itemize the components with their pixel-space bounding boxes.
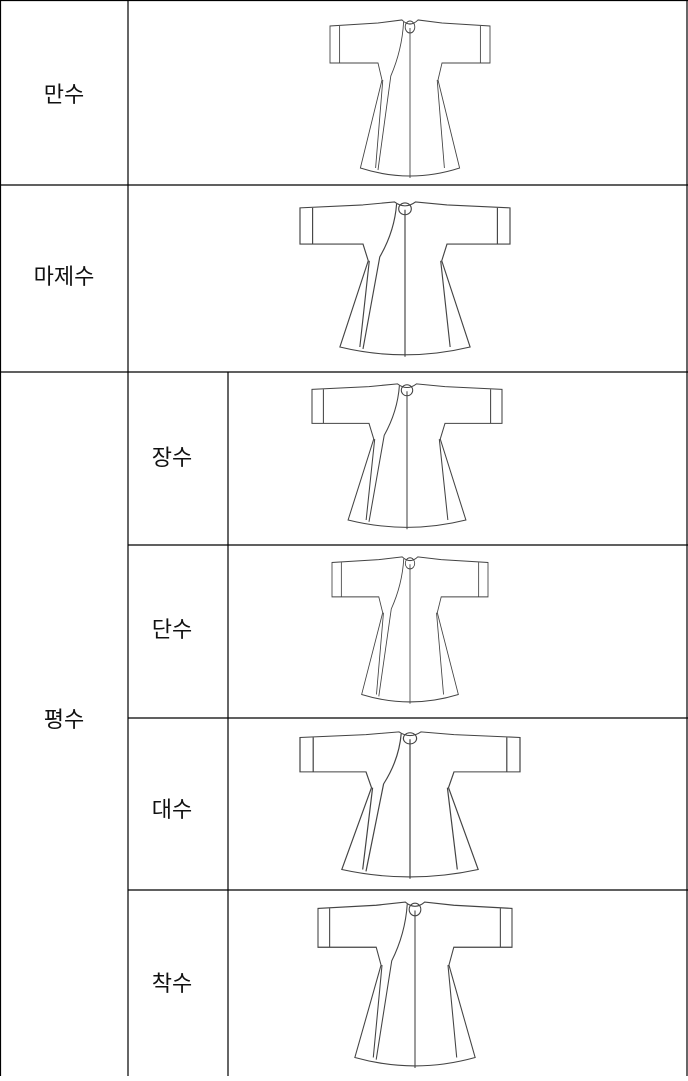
subrow-label: 단수 (152, 617, 192, 642)
row-label: 마제수 (34, 264, 95, 289)
row-label: 만수 (44, 82, 84, 107)
subrow-label: 착수 (152, 971, 192, 996)
garment-drawing (331, 556, 489, 705)
garment-drawing (317, 901, 513, 1069)
garment-drawing (299, 201, 511, 358)
row-label: 평수 (44, 707, 84, 732)
garment-drawing (299, 731, 521, 880)
garment-drawing (329, 19, 491, 179)
garment-drawing (311, 383, 503, 530)
subrow-label: 대수 (152, 797, 192, 822)
subrow-label: 장수 (152, 445, 192, 470)
